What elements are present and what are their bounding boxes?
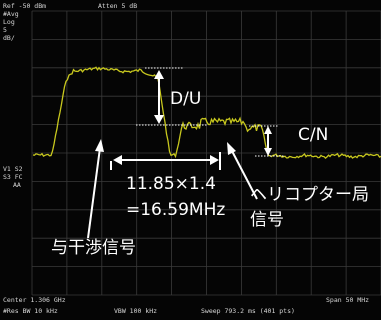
cn-arrow	[264, 126, 272, 156]
vbw-readout: VBW 100 kHz	[114, 307, 158, 315]
interference-signal-label: 与干渉信号	[51, 238, 136, 258]
du-label: D/U	[170, 89, 202, 109]
avg-mode-readout: #Avg	[3, 10, 19, 18]
bandwidth-calc-line2: =16.59MHz	[126, 200, 226, 220]
res-bw-readout: #Res BW 10 kHz	[3, 307, 58, 315]
bandwidth-calc-line1: 11.85×1.4	[126, 174, 216, 194]
bandwidth-arrow	[110, 152, 221, 170]
cn-label: C/N	[298, 125, 329, 145]
interference-pointer-arrow	[87, 139, 104, 239]
scale-value-readout: 5	[3, 26, 7, 34]
trace-status-s3fc: S3 FC	[3, 173, 23, 181]
du-arrow	[154, 70, 164, 124]
scale-unit-readout: dB/	[3, 34, 15, 42]
helicopter-signal-label-line2: 信号	[250, 210, 284, 230]
span-readout: Span 50 MHz	[326, 296, 370, 304]
spectrum-trace	[32, 66, 381, 159]
trace-status-v1s2: V1 S2	[3, 165, 23, 173]
trace-status-aa: AA	[13, 181, 21, 189]
center-frequency-readout: Center 1.306 GHz	[3, 296, 66, 304]
scale-type-readout: Log	[3, 18, 15, 26]
attenuation-readout: Atten 5 dB	[98, 2, 138, 10]
helicopter-signal-label-line1: ヘリコプター局	[250, 185, 369, 205]
helicopter-pointer-arrow	[227, 142, 258, 200]
sweep-readout: Sweep 793.2 ms (401 pts)	[201, 307, 295, 315]
ref-level-readout: Ref -50 dBm	[3, 2, 47, 10]
